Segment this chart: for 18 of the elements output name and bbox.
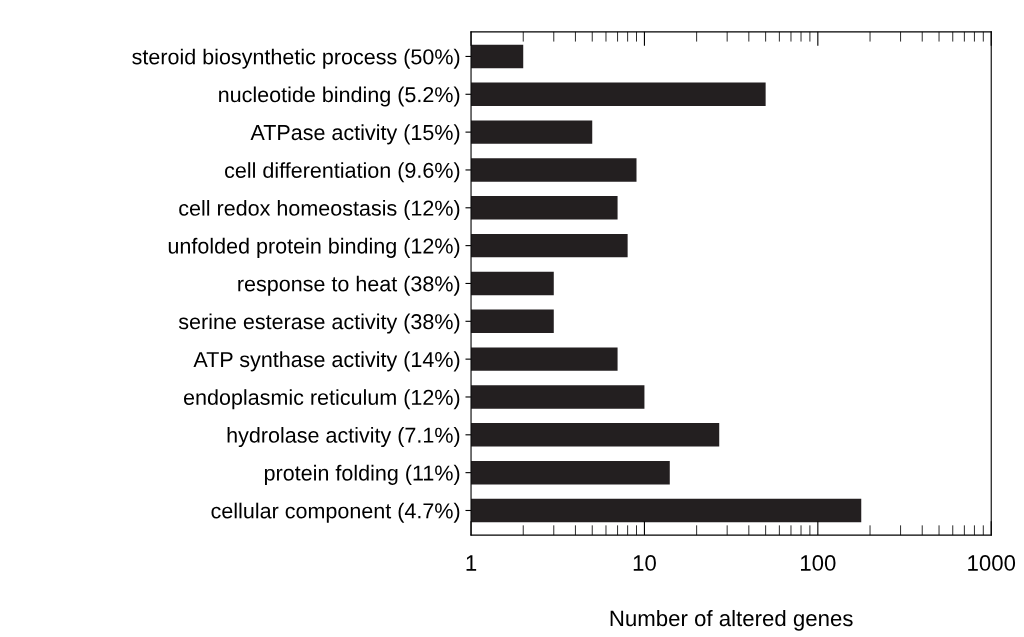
y-tick-label: cellular component (4.7%) [211, 502, 460, 523]
x-tick-label: 100 [800, 555, 836, 571]
y-tick-label: cell redox homeostasis (12%) [179, 199, 460, 221]
y-tick-label: protein folding (11%) [264, 464, 460, 485]
y-tick-label: unfolded protein binding (12%) [168, 237, 460, 258]
x-tick-label: 1000 [968, 555, 1016, 571]
y-tick-label: ATP synthase activity (14%) [193, 351, 460, 372]
x-axis-title: Number of altered genes [610, 609, 853, 631]
y-tick-label: cell differentiation (9.6%) [225, 162, 460, 183]
y-tick-label: steroid biosynthetic process (50%) [132, 48, 460, 69]
y-tick-label: endoplasmic reticulum (12%) [183, 389, 460, 410]
y-tick-label: serine esterase activity (38%) [178, 313, 460, 334]
y-tick-label: response to heat (38%) [238, 275, 460, 296]
y-tick-label: nucleotide binding (5.2%) [219, 86, 460, 107]
y-tick-label: ATPase activity (15%) [250, 124, 460, 145]
x-tick-label: 10 [633, 555, 656, 571]
y-tick-label: hydrolase activity (7.1%) [227, 427, 460, 448]
x-tick-label: 1 [466, 555, 477, 571]
